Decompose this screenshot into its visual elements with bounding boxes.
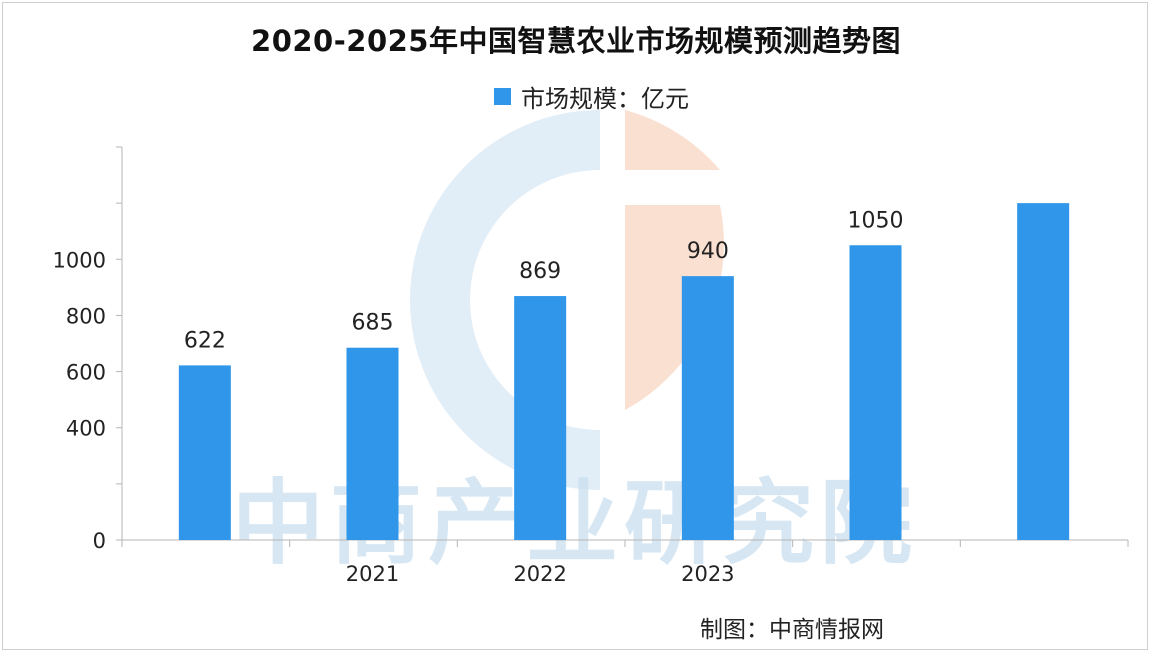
bar-2023 (681, 276, 734, 540)
y-tick-label: 0 (93, 529, 106, 553)
x-tick-label-2021: 2021 (346, 562, 399, 586)
data-label-2020: 622 (184, 328, 226, 353)
legend-swatch (494, 87, 511, 105)
x-tick-label-2023: 2023 (681, 562, 734, 586)
y-tick-label: 1000 (53, 248, 106, 272)
y-tick-label: 400 (66, 417, 106, 441)
watermark-text: 中商产业研究院 (232, 470, 918, 577)
bar-2021 (346, 347, 399, 540)
bar-2022 (514, 296, 567, 540)
chart-axes: 0 400 600 800 1000 (53, 146, 1129, 553)
x-tick-label-2022: 2022 (513, 562, 566, 586)
data-label-2024E: 1050 (848, 208, 904, 233)
y-tick-label: 800 (66, 304, 106, 328)
chart-title: 2020-2025年中国智慧农业市场规模预测趋势图 (251, 24, 901, 58)
bar-2025E (1017, 203, 1070, 540)
y-tick-label: 600 (66, 361, 106, 385)
bar-2024E (849, 245, 902, 540)
chart-legend: 市场规模：亿元 (494, 80, 689, 113)
watermark-logo: 中商产业研究院 (232, 110, 918, 577)
data-label-2022: 869 (519, 259, 561, 284)
chart-source-footer: 制图：中商情报网 (700, 617, 884, 643)
data-label-2021: 685 (352, 311, 394, 336)
bar-2020 (178, 365, 231, 540)
legend-label: 市场规模：亿元 (521, 84, 689, 113)
bars-group: 622 685 2021 869 2022 940 2023 1050 (178, 203, 1070, 586)
data-label-2023: 940 (687, 239, 729, 264)
